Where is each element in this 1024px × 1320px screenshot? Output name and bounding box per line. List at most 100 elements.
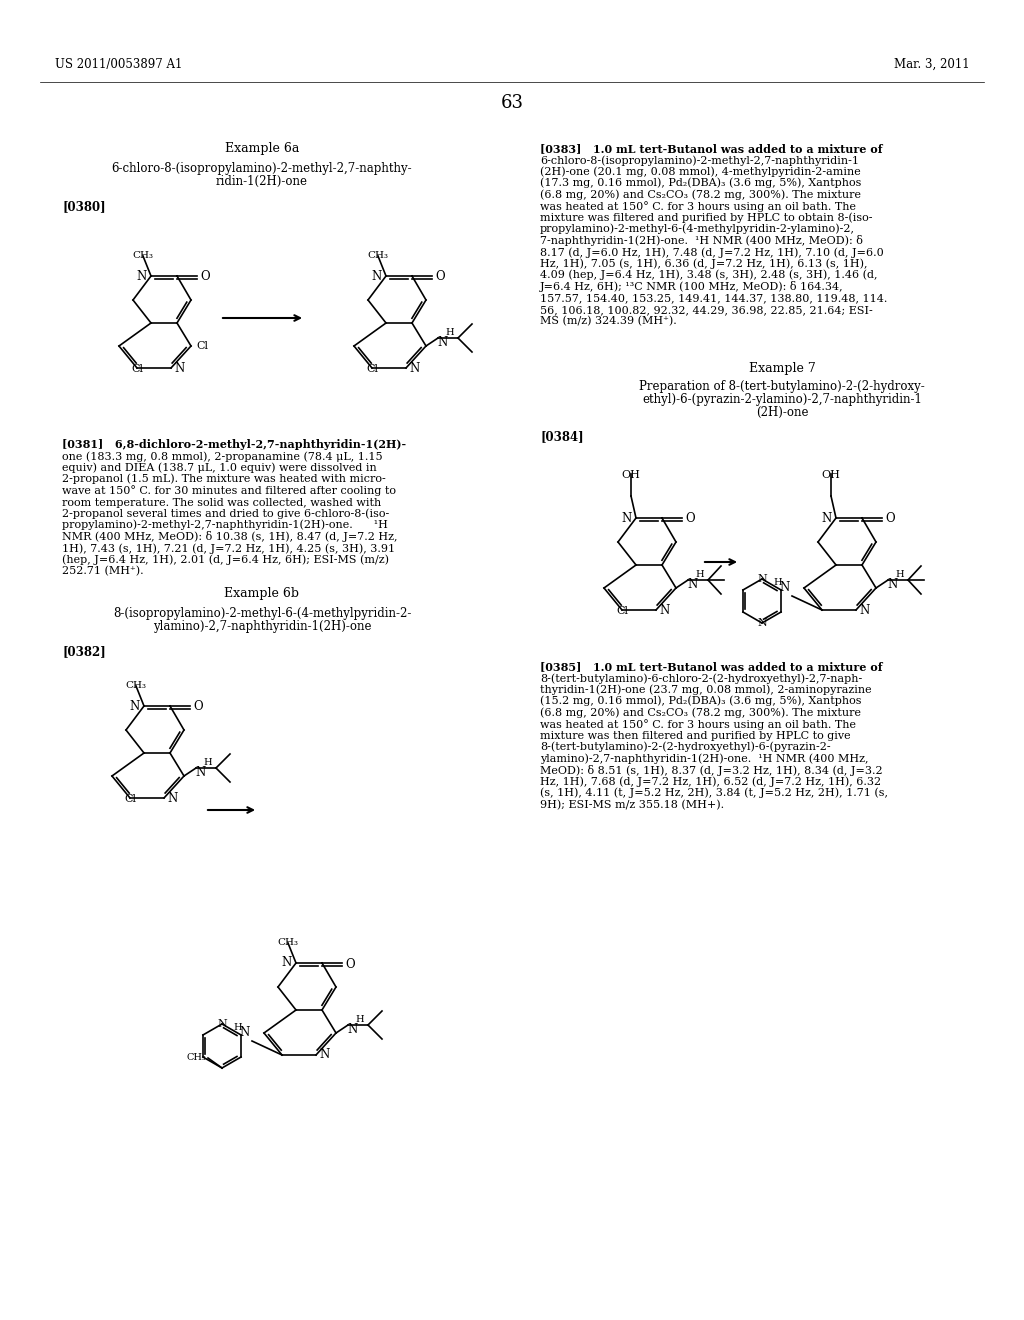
Text: CH₃: CH₃: [278, 939, 299, 946]
Text: 4.09 (hep, J=6.4 Hz, 1H), 3.48 (s, 3H), 2.48 (s, 3H), 1.46 (d,: 4.09 (hep, J=6.4 Hz, 1H), 3.48 (s, 3H), …: [540, 269, 878, 281]
Text: Cl: Cl: [616, 606, 628, 616]
Text: room temperature. The solid was collected, washed with: room temperature. The solid was collecte…: [62, 498, 381, 507]
Text: N: N: [779, 581, 790, 594]
Text: equiv) and DIEA (138.7 μL, 1.0 equiv) were dissolved in: equiv) and DIEA (138.7 μL, 1.0 equiv) we…: [62, 462, 377, 473]
Text: was heated at 150° C. for 3 hours using an oil bath. The: was heated at 150° C. for 3 hours using …: [540, 718, 856, 730]
Text: O: O: [193, 701, 203, 714]
Text: J=6.4 Hz, 6H); ¹³C NMR (100 MHz, MeOD): δ 164.34,: J=6.4 Hz, 6H); ¹³C NMR (100 MHz, MeOD): …: [540, 281, 844, 292]
Text: Example 6a: Example 6a: [225, 143, 299, 154]
Text: ethyl)-6-(pyrazin-2-ylamino)-2,7-naphthyridin-1: ethyl)-6-(pyrazin-2-ylamino)-2,7-naphthy…: [642, 393, 922, 407]
Text: mixture was then filtered and purified by HPLC to give: mixture was then filtered and purified b…: [540, 731, 851, 741]
Text: (17.3 mg, 0.16 mmol), Pd₂(DBA)₃ (3.6 mg, 5%), Xantphos: (17.3 mg, 0.16 mmol), Pd₂(DBA)₃ (3.6 mg,…: [540, 178, 861, 189]
Text: mixture was filtered and purified by HPLC to obtain 8-(iso-: mixture was filtered and purified by HPL…: [540, 213, 872, 223]
Text: [0383]   1.0 mL tert-Butanol was added to a mixture of: [0383] 1.0 mL tert-Butanol was added to …: [540, 143, 883, 154]
Text: H: H: [695, 570, 703, 579]
Text: O: O: [435, 271, 444, 284]
Text: (hep, J=6.4 Hz, 1H), 2.01 (d, J=6.4 Hz, 6H); ESI-MS (m/z): (hep, J=6.4 Hz, 1H), 2.01 (d, J=6.4 Hz, …: [62, 554, 389, 565]
Text: CH₃: CH₃: [132, 251, 154, 260]
Text: Cl: Cl: [124, 795, 136, 804]
Text: 7-naphthyridin-1(2H)-one.  ¹H NMR (400 MHz, MeOD): δ: 7-naphthyridin-1(2H)-one. ¹H NMR (400 MH…: [540, 235, 863, 246]
Text: [0382]: [0382]: [62, 645, 105, 657]
Text: N: N: [372, 269, 382, 282]
Text: Hz, 1H), 7.68 (d, J=7.2 Hz, 1H), 6.52 (d, J=7.2 Hz, 1H), 6.32: Hz, 1H), 7.68 (d, J=7.2 Hz, 1H), 6.52 (d…: [540, 776, 881, 787]
Text: OH: OH: [622, 470, 640, 480]
Text: 2-propanol (1.5 mL). The mixture was heated with micro-: 2-propanol (1.5 mL). The mixture was hea…: [62, 474, 386, 484]
Text: O: O: [200, 271, 210, 284]
Text: one (183.3 mg, 0.8 mmol), 2-propanamine (78.4 μL, 1.15: one (183.3 mg, 0.8 mmol), 2-propanamine …: [62, 451, 383, 462]
Text: 252.71 (MH⁺).: 252.71 (MH⁺).: [62, 566, 143, 577]
Text: N: N: [217, 1019, 227, 1030]
Text: (6.8 mg, 20%) and Cs₂CO₃ (78.2 mg, 300%). The mixture: (6.8 mg, 20%) and Cs₂CO₃ (78.2 mg, 300%)…: [540, 708, 861, 718]
Text: Cl: Cl: [366, 364, 378, 374]
Text: [0385]   1.0 mL tert-Butanol was added to a mixture of: [0385] 1.0 mL tert-Butanol was added to …: [540, 661, 883, 672]
Text: propylamino)-2-methyl-2,7-naphthyridin-1(2H)-one.      ¹H: propylamino)-2-methyl-2,7-naphthyridin-1…: [62, 520, 388, 531]
Text: 8.17 (d, J=6.0 Hz, 1H), 7.48 (d, J=7.2 Hz, 1H), 7.10 (d, J=6.0: 8.17 (d, J=6.0 Hz, 1H), 7.48 (d, J=7.2 H…: [540, 247, 884, 257]
Text: Example 6b: Example 6b: [224, 587, 299, 601]
Text: H: H: [203, 758, 212, 767]
Text: NMR (400 MHz, MeOD): δ 10.38 (s, 1H), 8.47 (d, J=7.2 Hz,: NMR (400 MHz, MeOD): δ 10.38 (s, 1H), 8.…: [62, 531, 397, 543]
Text: (2H)-one (20.1 mg, 0.08 mmol), 4-methylpyridin-2-amine: (2H)-one (20.1 mg, 0.08 mmol), 4-methylp…: [540, 166, 861, 177]
Text: N: N: [347, 1023, 357, 1036]
Text: [0384]: [0384]: [540, 430, 584, 444]
Text: N: N: [859, 603, 869, 616]
Text: N: N: [622, 511, 632, 524]
Text: N: N: [319, 1048, 330, 1061]
Text: (15.2 mg, 0.16 mmol), Pd₂(DBA)₃ (3.6 mg, 5%), Xantphos: (15.2 mg, 0.16 mmol), Pd₂(DBA)₃ (3.6 mg,…: [540, 696, 861, 706]
Text: N: N: [687, 578, 697, 591]
Text: N: N: [757, 574, 767, 583]
Text: N: N: [130, 700, 140, 713]
Text: Example 7: Example 7: [749, 362, 815, 375]
Text: 6-chloro-8-(isopropylamino)-2-methyl-2,7-naphthyridin-1: 6-chloro-8-(isopropylamino)-2-methyl-2,7…: [540, 154, 859, 165]
Text: N: N: [167, 792, 177, 804]
Text: thyridin-1(2H)-one (23.7 mg, 0.08 mmol), 2-aminopyrazine: thyridin-1(2H)-one (23.7 mg, 0.08 mmol),…: [540, 685, 871, 696]
Text: 6-chloro-8-(isopropylamino)-2-methyl-2,7-naphthy-: 6-chloro-8-(isopropylamino)-2-methyl-2,7…: [112, 162, 413, 176]
Text: Hz, 1H), 7.05 (s, 1H), 6.36 (d, J=7.2 Hz, 1H), 6.13 (s, 1H),: Hz, 1H), 7.05 (s, 1H), 6.36 (d, J=7.2 Hz…: [540, 259, 867, 269]
Text: 157.57, 154.40, 153.25, 149.41, 144.37, 138.80, 119.48, 114.: 157.57, 154.40, 153.25, 149.41, 144.37, …: [540, 293, 888, 304]
Text: (2H)-one: (2H)-one: [756, 407, 808, 418]
Text: (6.8 mg, 20%) and Cs₂CO₃ (78.2 mg, 300%). The mixture: (6.8 mg, 20%) and Cs₂CO₃ (78.2 mg, 300%)…: [540, 190, 861, 201]
Text: N: N: [821, 511, 831, 524]
Text: OH: OH: [821, 470, 841, 480]
Text: N: N: [887, 578, 897, 591]
Text: N: N: [409, 362, 419, 375]
Text: 8-(isopropylamino)-2-methyl-6-(4-methylpyridin-2-: 8-(isopropylamino)-2-methyl-6-(4-methylp…: [113, 607, 412, 620]
Text: 8-(tert-butylamino)-2-(2-hydroxyethyl)-6-(pyrazin-2-: 8-(tert-butylamino)-2-(2-hydroxyethyl)-6…: [540, 742, 830, 752]
Text: 2-propanol several times and dried to give 6-chloro-8-(iso-: 2-propanol several times and dried to gi…: [62, 508, 389, 519]
Text: CH₃: CH₃: [368, 251, 388, 260]
Text: US 2011/0053897 A1: US 2011/0053897 A1: [55, 58, 182, 71]
Text: Cl: Cl: [196, 341, 208, 351]
Text: N: N: [757, 618, 767, 628]
Text: Preparation of 8-(tert-butylamino)-2-(2-hydroxy-: Preparation of 8-(tert-butylamino)-2-(2-…: [639, 380, 925, 393]
Text: O: O: [685, 512, 694, 525]
Text: ylamino)-2,7-naphthyridin-1(2H)-one: ylamino)-2,7-naphthyridin-1(2H)-one: [153, 620, 372, 634]
Text: N: N: [174, 362, 184, 375]
Text: H: H: [355, 1015, 364, 1024]
Text: O: O: [885, 512, 895, 525]
Text: wave at 150° C. for 30 minutes and filtered after cooling to: wave at 150° C. for 30 minutes and filte…: [62, 486, 396, 496]
Text: [0381]   6,8-dichloro-2-methyl-2,7-naphthyridin-1(2H)-: [0381] 6,8-dichloro-2-methyl-2,7-naphthy…: [62, 440, 407, 450]
Text: 9H); ESI-MS m/z 355.18 (MH+).: 9H); ESI-MS m/z 355.18 (MH+).: [540, 800, 724, 810]
Text: MeOD): δ 8.51 (s, 1H), 8.37 (d, J=3.2 Hz, 1H), 8.34 (d, J=3.2: MeOD): δ 8.51 (s, 1H), 8.37 (d, J=3.2 Hz…: [540, 764, 883, 776]
Text: N: N: [195, 766, 205, 779]
Text: N: N: [437, 337, 447, 348]
Text: 56, 106.18, 100.82, 92.32, 44.29, 36.98, 22.85, 21.64; ESI-: 56, 106.18, 100.82, 92.32, 44.29, 36.98,…: [540, 305, 872, 315]
Text: Mar. 3, 2011: Mar. 3, 2011: [894, 58, 970, 71]
Text: ridin-1(2H)-one: ridin-1(2H)-one: [216, 176, 308, 187]
Text: 1H), 7.43 (s, 1H), 7.21 (d, J=7.2 Hz, 1H), 4.25 (s, 3H), 3.91: 1H), 7.43 (s, 1H), 7.21 (d, J=7.2 Hz, 1H…: [62, 543, 395, 553]
Text: N: N: [282, 957, 292, 969]
Text: 63: 63: [501, 94, 523, 112]
Text: O: O: [345, 957, 354, 970]
Text: H: H: [445, 327, 454, 337]
Text: MS (m/z) 324.39 (MH⁺).: MS (m/z) 324.39 (MH⁺).: [540, 317, 677, 326]
Text: Cl: Cl: [131, 364, 143, 374]
Text: CH₃: CH₃: [126, 681, 146, 690]
Text: propylamino)-2-methyl-6-(4-methylpyridin-2-ylamino)-2,: propylamino)-2-methyl-6-(4-methylpyridin…: [540, 224, 855, 235]
Text: (s, 1H), 4.11 (t, J=5.2 Hz, 2H), 3.84 (t, J=5.2 Hz, 2H), 1.71 (s,: (s, 1H), 4.11 (t, J=5.2 Hz, 2H), 3.84 (t…: [540, 788, 888, 799]
Text: H: H: [773, 578, 782, 587]
Text: CH₃: CH₃: [186, 1053, 206, 1063]
Text: H: H: [895, 570, 903, 579]
Text: N: N: [659, 603, 670, 616]
Text: N: N: [137, 269, 147, 282]
Text: N: N: [240, 1026, 250, 1039]
Text: ylamino)-2,7-naphthyridin-1(2H)-one.  ¹H NMR (400 MHz,: ylamino)-2,7-naphthyridin-1(2H)-one. ¹H …: [540, 754, 868, 764]
